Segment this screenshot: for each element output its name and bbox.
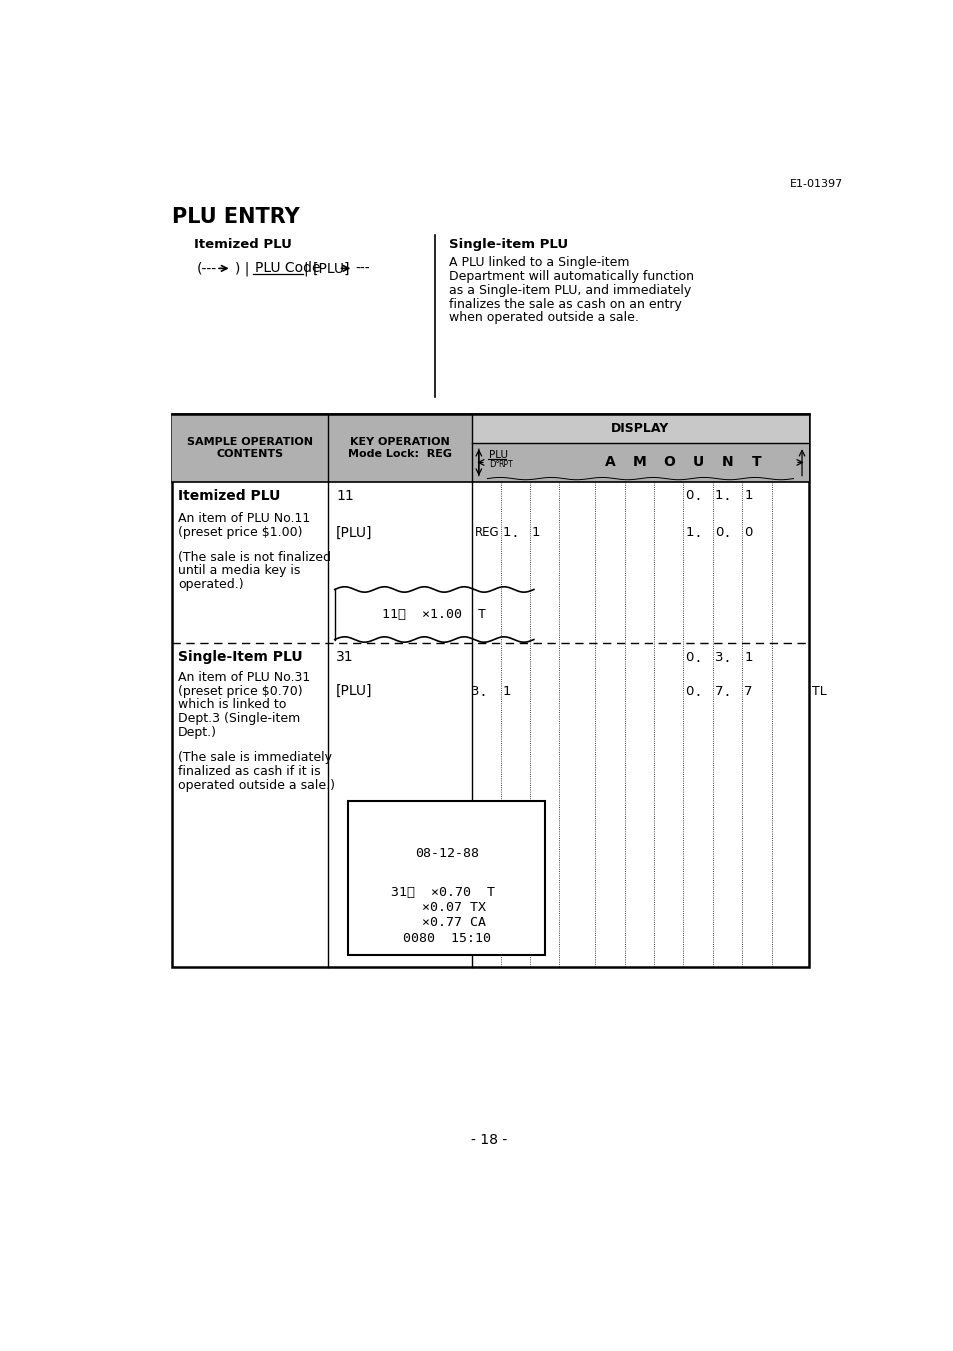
Bar	[172, 413, 808, 967]
Text: REG: REG	[475, 526, 499, 539]
Text: 1: 1	[502, 685, 511, 697]
Text: 1: 1	[684, 526, 693, 539]
Text: 0: 0	[714, 526, 722, 539]
Text: [PLU]: [PLU]	[335, 526, 373, 539]
Text: .: .	[723, 488, 728, 503]
Text: which is linked to: which is linked to	[178, 698, 286, 712]
Text: 08-12-88: 08-12-88	[415, 847, 478, 861]
Bar	[348, 801, 545, 955]
Text: E1-01397: E1-01397	[789, 180, 842, 189]
Text: .: .	[694, 488, 700, 503]
Text: 3: 3	[714, 651, 722, 663]
Text: KEY OPERATION
Mode Lock:  REG: KEY OPERATION Mode Lock: REG	[348, 436, 452, 458]
Text: (---: (---	[196, 261, 216, 276]
Text: PLU ENTRY: PLU ENTRY	[172, 207, 299, 227]
Text: RPT: RPT	[497, 461, 513, 469]
Text: operated outside a sale.): operated outside a sale.)	[178, 778, 335, 792]
Text: O: O	[662, 455, 674, 469]
Bar	[472, 413, 808, 443]
Text: - 18 -: - 18 -	[471, 1133, 506, 1147]
Text: 31: 31	[335, 650, 354, 665]
Text: Itemized PLU: Itemized PLU	[178, 489, 280, 503]
Text: 7: 7	[714, 685, 722, 697]
Text: 0080  15:10: 0080 15:10	[402, 932, 490, 944]
Text: .: .	[479, 684, 485, 698]
Text: PLU: PLU	[488, 450, 507, 461]
Text: 7: 7	[743, 685, 752, 697]
Text: ---: ---	[355, 261, 370, 276]
Text: [PLU]: [PLU]	[335, 684, 373, 698]
Text: A PLU linked to a Single-item: A PLU linked to a Single-item	[448, 257, 628, 269]
Text: 11ℓ  ×1.00  T: 11ℓ ×1.00 T	[382, 608, 486, 620]
Text: 1: 1	[714, 489, 722, 503]
Text: finalized as cash if it is: finalized as cash if it is	[178, 765, 320, 778]
Text: D°: D°	[488, 461, 499, 469]
Text: ×0.07 TX: ×0.07 TX	[422, 901, 486, 915]
Text: ×0.77 CA: ×0.77 CA	[422, 916, 486, 929]
Text: T: T	[752, 455, 761, 469]
Text: M: M	[632, 455, 645, 469]
Text: .: .	[694, 684, 700, 698]
Text: N: N	[721, 455, 733, 469]
Text: 1: 1	[743, 651, 752, 663]
Text: .: .	[723, 684, 728, 698]
Text: Dept.3 (Single-item: Dept.3 (Single-item	[178, 712, 300, 725]
Text: .: .	[694, 650, 700, 665]
Text: 1: 1	[502, 526, 511, 539]
Text: 0: 0	[743, 526, 752, 539]
Text: 11: 11	[335, 489, 354, 503]
Text: 0: 0	[685, 489, 693, 503]
Text: 31ℓ  ×0.70  T: 31ℓ ×0.70 T	[391, 885, 495, 898]
Text: DISPLAY: DISPLAY	[611, 422, 669, 435]
Text: TL: TL	[811, 685, 826, 697]
Text: Single-Item PLU: Single-Item PLU	[178, 650, 302, 665]
Text: .: .	[723, 526, 728, 540]
Text: Department will automatically function: Department will automatically function	[448, 270, 693, 282]
Text: operated.): operated.)	[178, 578, 244, 592]
Text: Dept.): Dept.)	[178, 727, 217, 739]
Text: (preset price $0.70): (preset price $0.70)	[178, 685, 302, 697]
Text: 0: 0	[685, 685, 693, 697]
Text: An item of PLU No.11: An item of PLU No.11	[178, 512, 310, 526]
Text: 3: 3	[470, 685, 478, 697]
Text: U: U	[692, 455, 703, 469]
Text: ) |: ) |	[235, 261, 250, 276]
Text: .: .	[512, 526, 517, 540]
Text: Single-item PLU: Single-item PLU	[448, 238, 567, 250]
Text: 1: 1	[743, 489, 752, 503]
Text: .: .	[694, 526, 700, 540]
Text: A: A	[604, 455, 615, 469]
Text: PLU Code: PLU Code	[254, 261, 320, 276]
Text: (The sale is not finalized: (The sale is not finalized	[178, 551, 331, 563]
Text: when operated outside a sale.: when operated outside a sale.	[448, 312, 638, 324]
Text: .: .	[723, 650, 728, 665]
Text: (The sale is immediately: (The sale is immediately	[178, 751, 332, 763]
Bar	[172, 413, 808, 482]
Text: as a Single-item PLU, and immediately: as a Single-item PLU, and immediately	[448, 284, 690, 297]
Text: until a media key is: until a media key is	[178, 565, 300, 577]
Text: Itemized PLU: Itemized PLU	[194, 238, 292, 250]
Text: | [PLU]: | [PLU]	[303, 261, 349, 276]
Text: 1: 1	[532, 526, 540, 539]
Text: SAMPLE OPERATION
CONTENTS: SAMPLE OPERATION CONTENTS	[187, 436, 313, 458]
Text: finalizes the sale as cash on an entry: finalizes the sale as cash on an entry	[448, 297, 680, 311]
Text: (preset price $1.00): (preset price $1.00)	[178, 526, 302, 539]
Text: 0: 0	[685, 651, 693, 663]
Text: An item of PLU No.31: An item of PLU No.31	[178, 670, 310, 684]
